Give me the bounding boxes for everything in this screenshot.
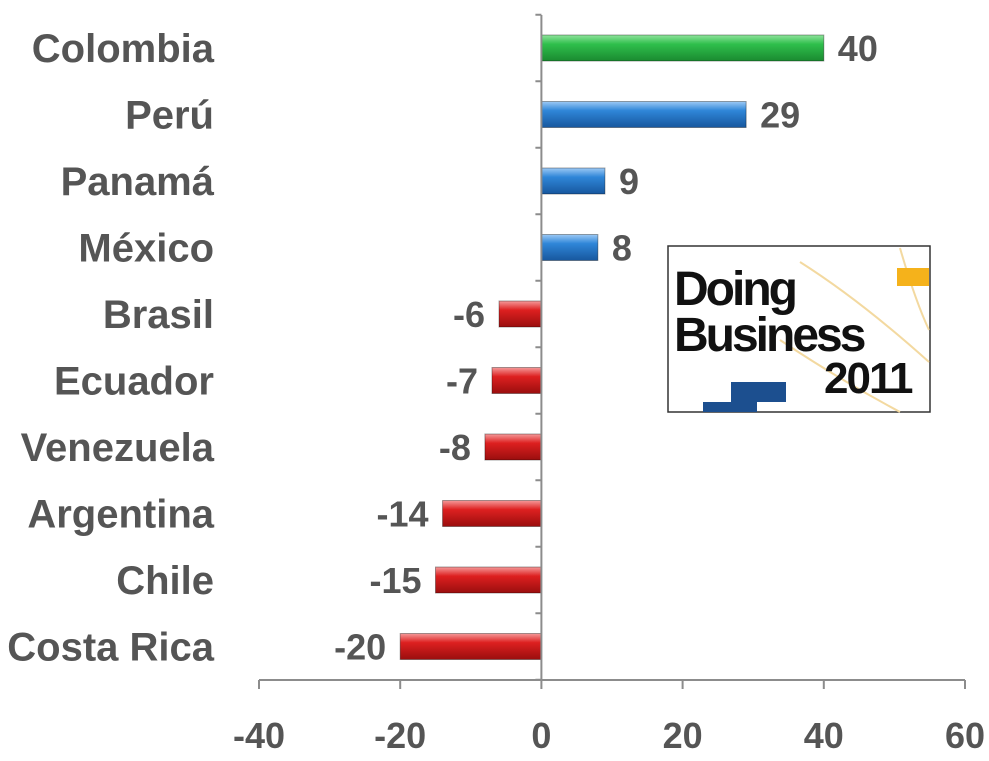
bars-group bbox=[399, 34, 825, 660]
axes-group bbox=[258, 13, 966, 689]
value-label: -8 bbox=[439, 427, 471, 468]
category-label: Venezuela bbox=[21, 426, 215, 470]
logo-brand-shape bbox=[703, 382, 786, 412]
x-tick-label: -40 bbox=[233, 715, 285, 756]
value-label: -14 bbox=[377, 494, 429, 535]
category-label: Brasil bbox=[103, 293, 214, 337]
category-label: Chile bbox=[116, 559, 214, 603]
value-label: 29 bbox=[760, 95, 800, 136]
category-label: Perú bbox=[125, 94, 214, 138]
value-label: 8 bbox=[612, 228, 632, 269]
bar bbox=[540, 167, 606, 195]
value-label: -20 bbox=[334, 627, 386, 668]
x-tick-label: 0 bbox=[531, 715, 551, 756]
x-tick-label: 40 bbox=[804, 715, 844, 756]
bar bbox=[540, 234, 599, 261]
category-label: México bbox=[78, 227, 214, 271]
value-label: 40 bbox=[838, 28, 878, 69]
doing-business-logo: Doing Business 2011 bbox=[667, 245, 931, 413]
bar bbox=[540, 101, 747, 128]
bar bbox=[435, 566, 542, 594]
bar bbox=[498, 300, 542, 328]
logo-line-1: Doing bbox=[674, 263, 796, 316]
bar bbox=[491, 367, 542, 394]
value-label: -6 bbox=[453, 294, 485, 335]
value-label: -7 bbox=[446, 361, 478, 402]
x-tick-label: -20 bbox=[374, 715, 426, 756]
bar bbox=[399, 633, 542, 660]
category-label: Colombia bbox=[32, 27, 215, 71]
bar bbox=[442, 500, 542, 527]
category-label: Ecuador bbox=[54, 360, 214, 404]
x-tick-label: 20 bbox=[663, 715, 703, 756]
logo-accent-bar bbox=[897, 268, 929, 286]
bar bbox=[484, 433, 542, 461]
logo-line-3: 2011 bbox=[824, 354, 913, 403]
value-label: 9 bbox=[619, 161, 639, 202]
logo-line-2: Business bbox=[674, 309, 865, 362]
category-label: Argentina bbox=[27, 493, 214, 537]
labels-group: -40 -20 0 20 40 60 Colombia 40 Perú 29 Panamá 9 Méxi… bbox=[7, 27, 985, 756]
category-label: Panamá bbox=[61, 160, 215, 204]
x-tick-label: 60 bbox=[945, 715, 985, 756]
category-label: Costa Rica bbox=[7, 626, 214, 670]
value-label: -15 bbox=[369, 560, 421, 601]
bar bbox=[540, 34, 825, 62]
